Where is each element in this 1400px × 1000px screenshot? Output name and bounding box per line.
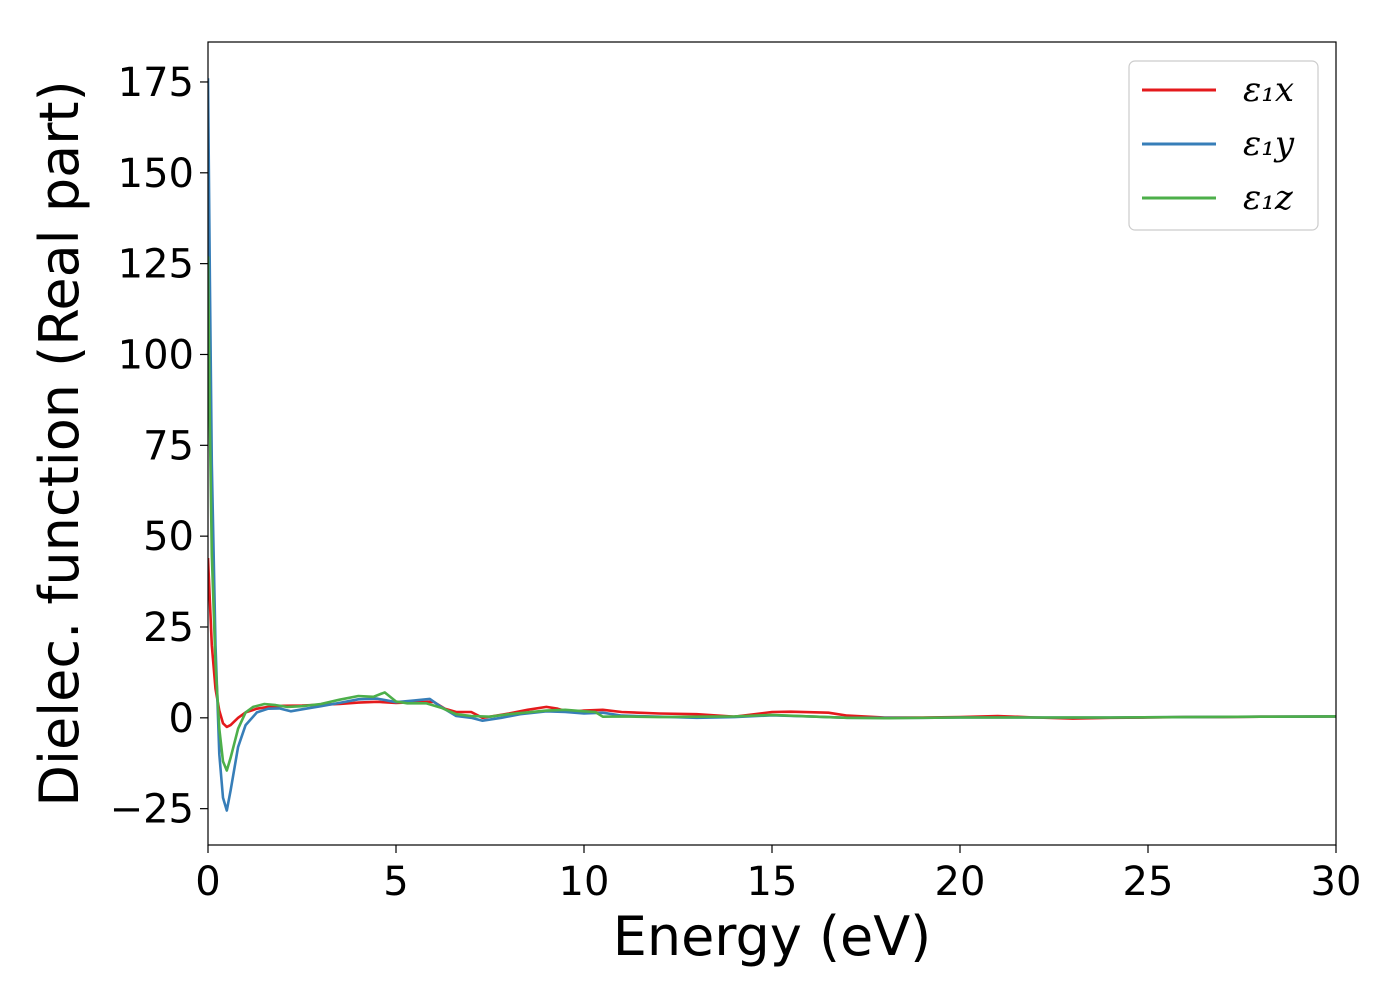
y-tick-label: 25 — [143, 605, 194, 651]
x-tick-label: 20 — [935, 859, 986, 905]
legend-box — [1128, 60, 1319, 231]
y-tick-label: 175 — [118, 60, 194, 106]
series-line-0 — [208, 557, 1336, 729]
plot-frame — [207, 41, 1337, 846]
plot-layer — [208, 78, 1336, 812]
x-tick-label: 15 — [747, 859, 798, 905]
y-tick-label: −25 — [110, 787, 194, 833]
x-tick-label: 0 — [195, 859, 220, 905]
y-tick-label: 150 — [118, 151, 194, 197]
y-tick-label: 50 — [143, 514, 194, 560]
y-tick-label: 75 — [143, 423, 194, 469]
legend-label: ε₁x — [1243, 70, 1294, 110]
x-tick-label: 25 — [1123, 859, 1174, 905]
x-tick-label: 10 — [559, 859, 610, 905]
y-tick-label: 0 — [169, 696, 194, 742]
series-line-2 — [208, 256, 1336, 772]
x-axis-label: Energy (eV) — [613, 905, 932, 968]
y-tick-label: 125 — [118, 242, 194, 288]
x-tick-label: 5 — [383, 859, 408, 905]
legend-label: ε₁z — [1243, 178, 1294, 218]
legend: ε₁x ε₁y ε₁z — [1128, 60, 1319, 231]
y-tick-label: 100 — [118, 332, 194, 378]
legend-label: ε₁y — [1243, 124, 1295, 164]
x-tick-label: 30 — [1311, 859, 1362, 905]
y-axis-label: Dielec. function (Real part) — [28, 80, 91, 806]
